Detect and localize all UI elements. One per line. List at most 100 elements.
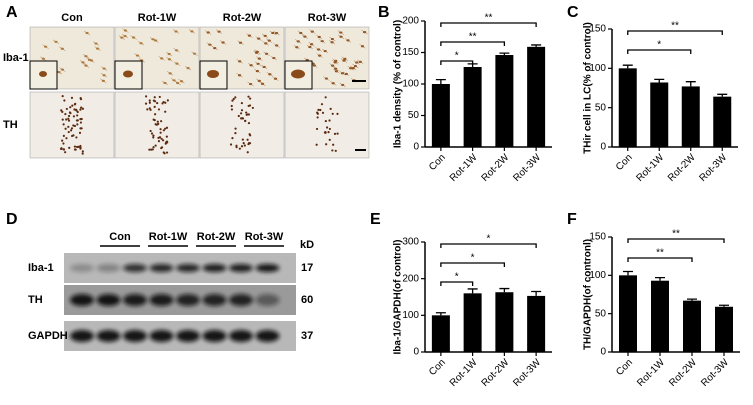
neuron bbox=[162, 129, 165, 132]
neuron bbox=[153, 113, 157, 116]
neuron bbox=[316, 111, 319, 114]
micrographs: Con Rot-1W Rot-2W Rot-3W Iba-1 TH bbox=[3, 12, 370, 159]
significance-label: ** bbox=[671, 21, 679, 32]
neuron bbox=[320, 103, 324, 106]
process bbox=[83, 30, 91, 36]
neuron bbox=[81, 152, 84, 155]
y-tick-label: 100 bbox=[402, 79, 419, 90]
process bbox=[319, 38, 326, 44]
neuron bbox=[163, 152, 166, 155]
neuron bbox=[62, 123, 65, 126]
bar bbox=[713, 96, 732, 147]
band bbox=[70, 264, 94, 272]
bar bbox=[431, 84, 450, 147]
image bbox=[29, 91, 115, 159]
band bbox=[176, 330, 200, 342]
neuron bbox=[61, 94, 64, 98]
process bbox=[340, 58, 348, 63]
process bbox=[40, 56, 47, 61]
process bbox=[166, 57, 173, 62]
y-tick-label: 100 bbox=[402, 310, 419, 321]
x-tick-label: Rot-1W bbox=[635, 357, 667, 389]
western-blot: Con Rot-1W Rot-2W Rot-3W kD Iba-1 17 TH 60 GAPDH 3… bbox=[28, 231, 314, 351]
neuron bbox=[246, 138, 249, 141]
column-label: Rot-2W bbox=[223, 12, 262, 24]
y-tick-label: 50 bbox=[408, 110, 420, 121]
process bbox=[263, 51, 270, 57]
neuron bbox=[154, 123, 157, 126]
process bbox=[330, 81, 337, 86]
bar bbox=[681, 86, 700, 147]
neuron bbox=[165, 135, 168, 138]
neuron bbox=[164, 110, 167, 113]
row-label: Iba-1 bbox=[3, 52, 29, 64]
process bbox=[79, 60, 87, 65]
neuron bbox=[144, 95, 148, 98]
process bbox=[329, 36, 336, 42]
neuron bbox=[332, 143, 335, 146]
row-label: Iba-1 bbox=[28, 262, 54, 274]
neuron bbox=[324, 119, 327, 123]
y-axis-label: Iba-1/GAPDH(of control) bbox=[393, 240, 404, 355]
neuron bbox=[160, 120, 163, 123]
x-tick-label: Rot-3W bbox=[511, 152, 543, 184]
neuron bbox=[76, 114, 79, 117]
neuron bbox=[62, 148, 65, 151]
process bbox=[254, 68, 261, 74]
neuron bbox=[240, 109, 244, 112]
band bbox=[149, 294, 174, 306]
neuron bbox=[315, 143, 318, 146]
process bbox=[59, 46, 66, 51]
neuron bbox=[78, 131, 82, 134]
y-tick-label: 0 bbox=[413, 347, 419, 358]
panel-letter: B bbox=[378, 4, 390, 21]
process bbox=[138, 58, 145, 63]
bar bbox=[715, 306, 733, 352]
neuron bbox=[336, 112, 339, 115]
process bbox=[301, 34, 309, 39]
neuron bbox=[65, 137, 68, 140]
error-bar bbox=[685, 81, 696, 87]
band bbox=[202, 330, 227, 342]
process bbox=[118, 35, 125, 40]
neuron bbox=[315, 127, 319, 131]
y-tick-label: 300 bbox=[402, 237, 419, 248]
process bbox=[191, 51, 198, 56]
x-tick-label: Rot-3W bbox=[697, 152, 729, 184]
neuron bbox=[80, 106, 83, 109]
image bbox=[284, 91, 370, 159]
process bbox=[256, 56, 263, 61]
neuron bbox=[230, 108, 234, 111]
neuron bbox=[244, 119, 247, 122]
neuron bbox=[65, 118, 68, 121]
neuron bbox=[232, 97, 235, 101]
significance-label: ** bbox=[672, 229, 680, 240]
neuron bbox=[247, 113, 250, 116]
process bbox=[215, 29, 223, 34]
error-bar bbox=[655, 276, 665, 281]
process bbox=[341, 56, 348, 62]
error-bar bbox=[435, 78, 446, 84]
process bbox=[246, 33, 253, 38]
neuron bbox=[153, 96, 156, 99]
neuron bbox=[148, 101, 151, 104]
process bbox=[261, 64, 268, 70]
neuron bbox=[67, 130, 70, 134]
significance-bracket bbox=[627, 30, 723, 35]
band bbox=[255, 264, 280, 272]
x-tick-label: Con bbox=[427, 152, 448, 173]
neuron bbox=[77, 145, 80, 148]
process bbox=[323, 76, 330, 81]
neuron bbox=[67, 125, 70, 128]
neuron bbox=[65, 107, 68, 111]
neuron bbox=[149, 129, 152, 133]
neuron bbox=[70, 96, 74, 99]
neuron bbox=[333, 132, 337, 135]
bar bbox=[431, 315, 450, 352]
neuron bbox=[152, 146, 155, 149]
x-tick-label: Rot-2W bbox=[667, 357, 699, 389]
neuron bbox=[165, 151, 169, 154]
neuron bbox=[164, 127, 167, 130]
process bbox=[359, 44, 366, 49]
band bbox=[123, 330, 147, 342]
